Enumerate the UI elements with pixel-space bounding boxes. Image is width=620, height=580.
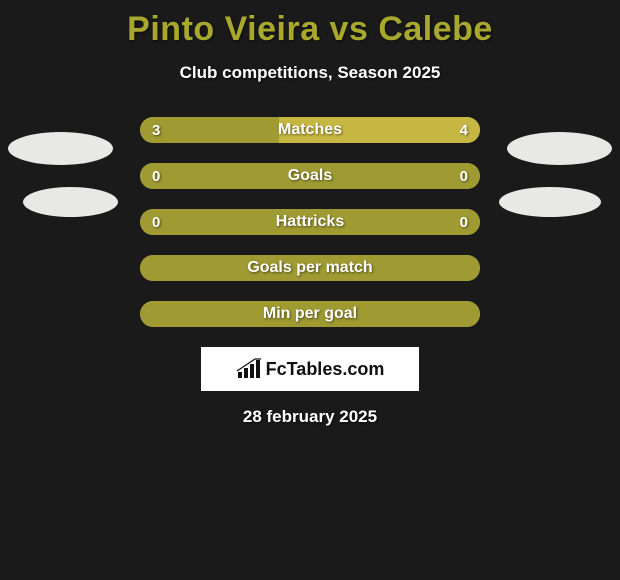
brand-logo: FcTables.com	[201, 347, 419, 391]
value-right: 0	[460, 209, 468, 235]
comparison-row: Hattricks0 0	[140, 209, 480, 235]
comparison-row: Goals0 0	[140, 163, 480, 189]
comparison-row: Goals per match	[140, 255, 480, 281]
player-avatar-placeholder	[8, 132, 113, 165]
page-subtitle: Club competitions, Season 2025	[0, 63, 620, 83]
row-label: Goals	[140, 163, 480, 189]
player-avatar-placeholder	[499, 187, 601, 217]
value-right: 0	[460, 163, 468, 189]
player-avatar-placeholder	[507, 132, 612, 165]
brand-logo-text: FcTables.com	[266, 359, 385, 380]
comparison-row: Matches3 4	[140, 117, 480, 143]
row-label: Min per goal	[140, 301, 480, 327]
comparison-chart: Matches34Goals00Hattricks00Goals per mat…	[0, 117, 620, 327]
comparison-row: Min per goal	[140, 301, 480, 327]
player-avatar-placeholder	[23, 187, 118, 217]
row-label: Hattricks	[140, 209, 480, 235]
value-right: 4	[460, 117, 468, 143]
footer-date: 28 february 2025	[0, 407, 620, 427]
value-left: 0	[152, 163, 160, 189]
row-label: Goals per match	[140, 255, 480, 281]
value-left: 0	[152, 209, 160, 235]
value-left: 3	[152, 117, 160, 143]
page-title: Pinto Vieira vs Calebe	[0, 0, 620, 49]
row-label: Matches	[140, 117, 480, 143]
bar-chart-icon	[236, 358, 262, 380]
